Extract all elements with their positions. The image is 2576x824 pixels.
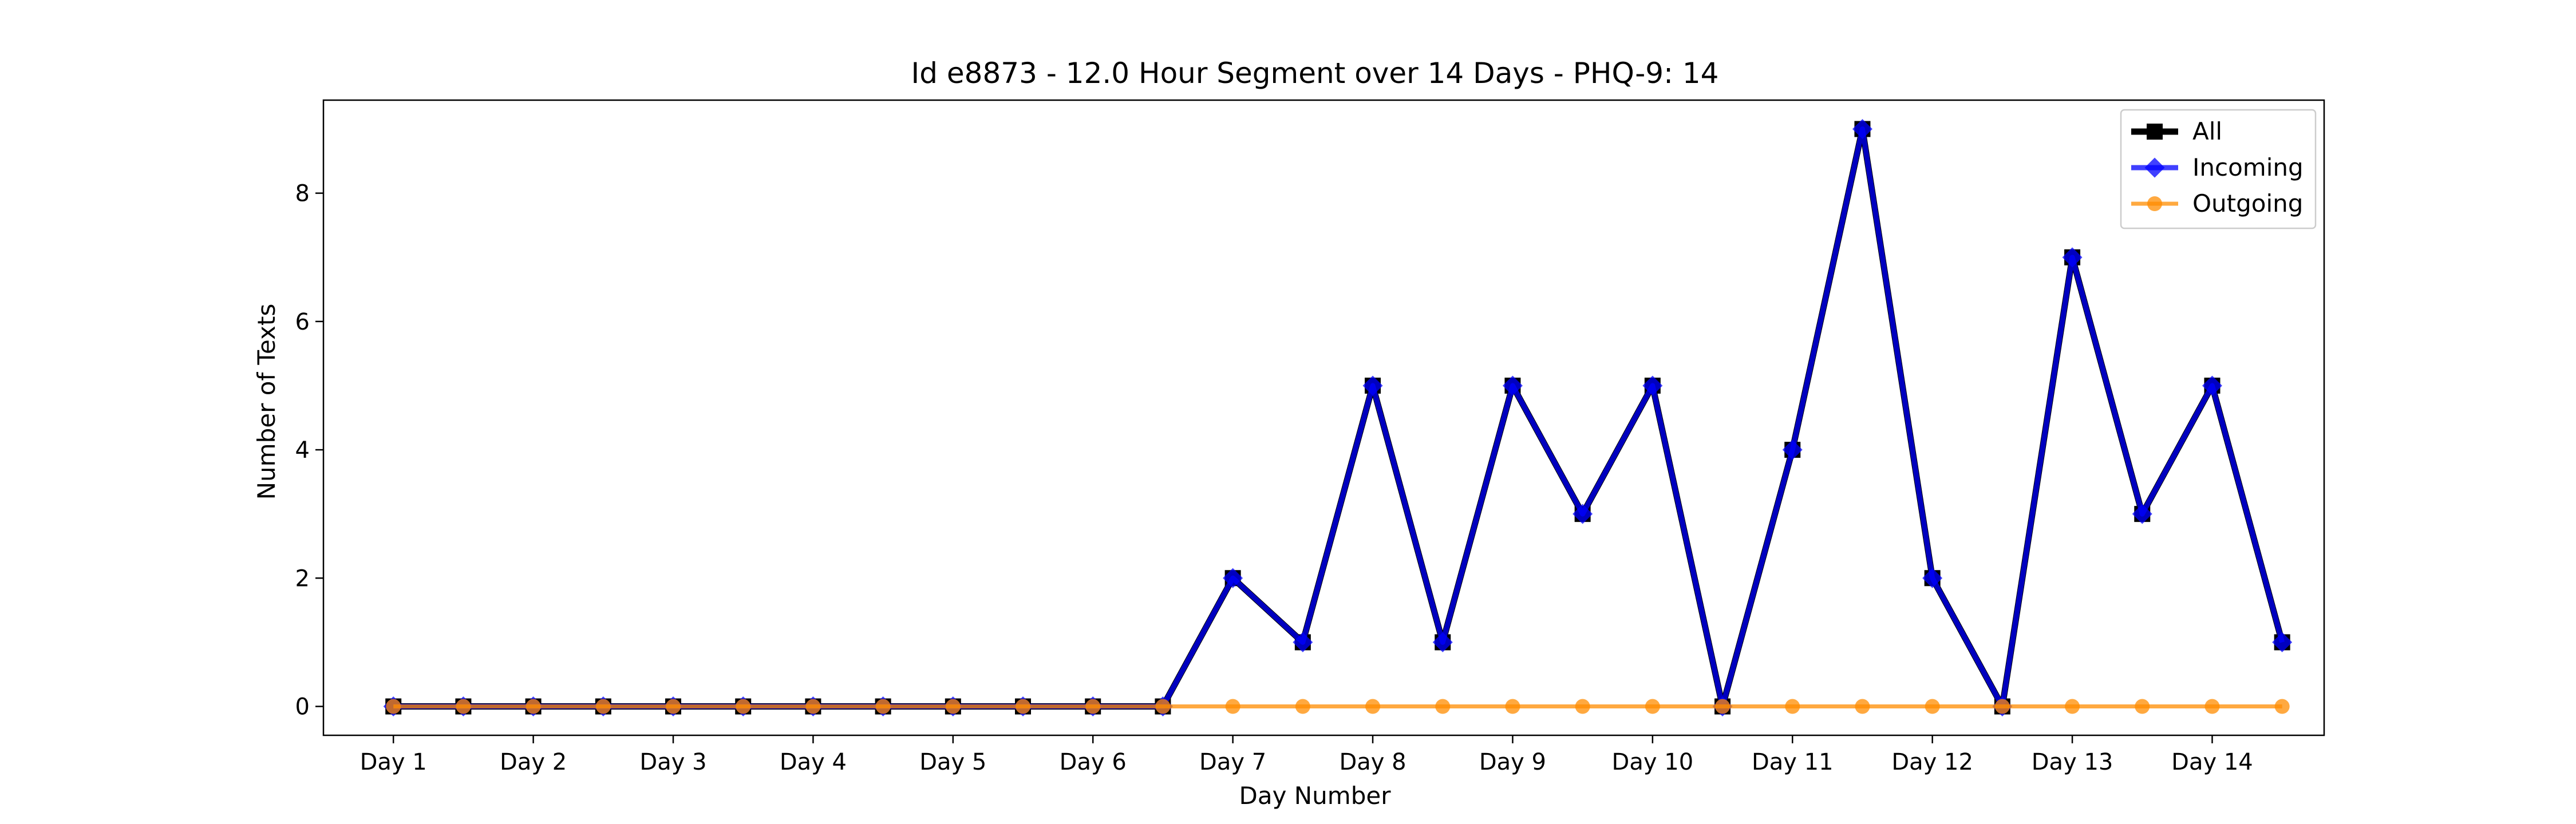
data-point (1785, 699, 1800, 714)
data-point (1155, 699, 1171, 714)
data-point (805, 699, 821, 714)
data-point (1855, 699, 1870, 714)
data-point (526, 699, 541, 714)
data-point (1642, 375, 1663, 396)
y-tick-label: 6 (295, 309, 310, 335)
data-point (2204, 699, 2220, 714)
data-point (1573, 504, 1593, 524)
data-point (1715, 699, 1730, 714)
data-point (595, 699, 611, 714)
y-axis: 0 2 4 6 8 (295, 181, 323, 720)
x-axis-label: Day Number (1239, 782, 1391, 810)
data-point (2274, 699, 2290, 714)
series-line (393, 126, 2285, 710)
legend-swatch-marker (2144, 157, 2165, 178)
x-tick-label: Day 11 (1752, 749, 1834, 775)
legend-box (2120, 109, 2317, 229)
data-point (1293, 632, 1313, 652)
legend: All Incoming Outgoing (2120, 109, 2317, 229)
x-tick-label: Day 8 (1339, 749, 1406, 775)
data-point (1994, 699, 2010, 714)
y-tick-label: 2 (295, 565, 310, 592)
data-point (736, 699, 751, 714)
legend-swatch-marker (2147, 124, 2163, 140)
data-point (2062, 247, 2083, 268)
series-incoming (383, 118, 2293, 717)
data-point (1575, 699, 1590, 714)
data-point (1365, 699, 1381, 714)
plot-area (322, 99, 2325, 736)
series-layer (383, 118, 2293, 717)
data-point (2135, 699, 2150, 714)
data-point (1016, 699, 1031, 714)
data-point (2202, 375, 2222, 396)
data-point (1782, 439, 1803, 460)
legend-label: Incoming (2192, 153, 2304, 181)
x-tick-label: Day 14 (2171, 749, 2253, 775)
plot-frame (322, 99, 2325, 736)
data-point (2132, 504, 2152, 524)
x-tick-label: Day 7 (1199, 749, 1266, 775)
data-point (456, 699, 471, 714)
x-tick-label: Day 4 (780, 749, 847, 775)
x-tick-label: Day 5 (919, 749, 986, 775)
x-axis: Day 1 Day 2 Day 3 Day 4 Day 5 Day 6 Day 7 Day 8… (360, 735, 2253, 775)
data-point (1295, 699, 1310, 714)
data-point (1852, 118, 1872, 139)
legend-swatch-marker (2147, 196, 2162, 211)
x-tick-label: Day 2 (500, 749, 567, 775)
legend-item-incoming: Incoming (2131, 153, 2304, 181)
data-point (1085, 699, 1101, 714)
data-point (945, 699, 961, 714)
legend-label: All (2192, 117, 2222, 145)
y-tick-label: 0 (295, 694, 310, 720)
data-point (386, 699, 401, 714)
data-point (1435, 699, 1451, 714)
data-point (2065, 699, 2080, 714)
x-tick-label: Day 9 (1479, 749, 1546, 775)
y-tick-label: 4 (295, 437, 310, 464)
y-axis-label: Number of Texts (252, 304, 280, 500)
data-point (1502, 375, 1523, 396)
legend-label: Outgoing (2192, 189, 2303, 217)
data-point (2272, 632, 2293, 652)
legend-item-all: All (2131, 117, 2222, 145)
series-line (393, 125, 2285, 710)
x-tick-label: Day 12 (1891, 749, 1973, 775)
data-point (666, 699, 681, 714)
legend-item-outgoing: Outgoing (2131, 189, 2303, 217)
x-tick-label: Day 6 (1060, 749, 1127, 775)
data-point (1922, 568, 1943, 588)
data-point (1225, 699, 1240, 714)
data-point (1645, 699, 1660, 714)
chart-title: Id e8873 - 12.0 Hour Segment over 14 Day… (911, 57, 1719, 90)
series-all (385, 121, 2290, 715)
data-point (875, 699, 891, 714)
data-point (1362, 375, 1383, 396)
data-point (1432, 632, 1453, 652)
x-tick-label: Day 13 (2032, 749, 2113, 775)
series-outgoing (386, 699, 2290, 714)
data-point (1223, 568, 1243, 588)
data-point (1925, 699, 1940, 714)
y-tick-label: 8 (295, 181, 310, 207)
x-tick-label: Day 1 (360, 749, 427, 775)
x-tick-label: Day 3 (639, 749, 706, 775)
data-point (1505, 699, 1520, 714)
x-tick-label: Day 10 (1612, 749, 1694, 775)
